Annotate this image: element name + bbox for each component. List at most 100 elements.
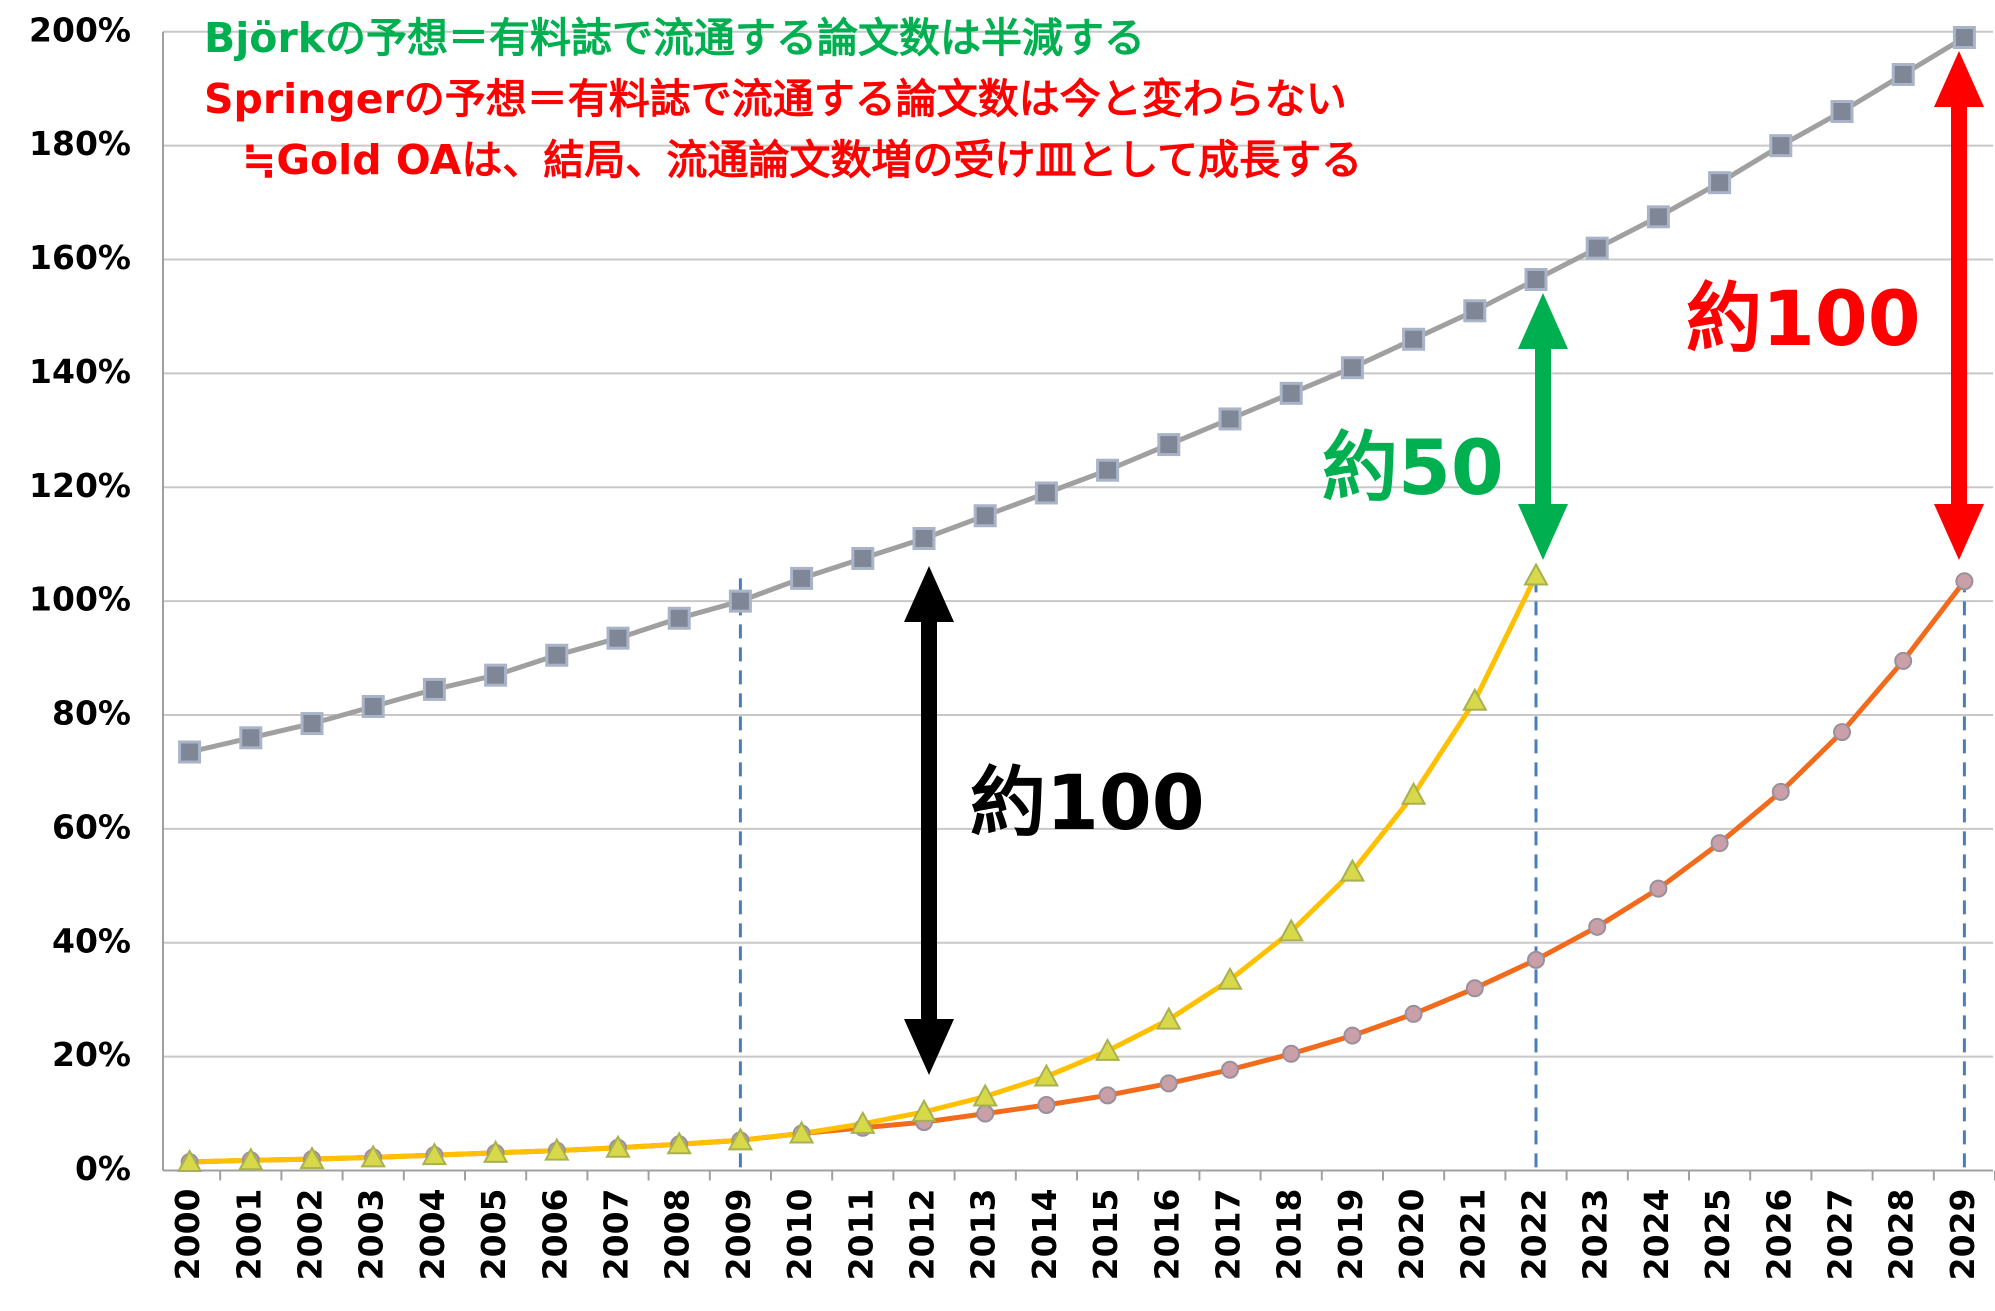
marker [1340,356,1364,380]
marker [1585,236,1609,260]
marker [1646,205,1670,229]
x-tick-label: 2026 [1759,1189,1798,1281]
marker [1894,651,1913,670]
marker [1649,879,1668,898]
arrows [904,51,1984,1075]
grid [162,30,1995,1181]
x-tick-label: 2019 [1331,1189,1370,1281]
marker [1523,562,1549,586]
annotation: 約100 [1686,274,1921,363]
marker [544,1137,570,1161]
y-tick-label: 20% [52,1035,131,1074]
y-tick-label: 60% [52,807,131,846]
x-tick-label: 2016 [1147,1189,1186,1281]
marker [606,626,630,650]
x-tick-label: 2006 [535,1189,574,1281]
marker [1339,858,1366,882]
series-line [189,579,1967,1165]
marker [1524,267,1548,291]
marker [1343,1026,1362,1045]
marker [300,712,324,736]
marker [727,1127,754,1151]
marker [1218,407,1242,431]
marker [788,1120,815,1144]
marker [1833,723,1851,742]
marker [1710,834,1729,853]
y-tick-label: 180% [29,124,131,163]
marker [1891,63,1915,87]
marker [728,589,752,613]
marker [360,1144,386,1168]
marker [482,1139,509,1163]
marker [1955,572,1974,591]
x-tick-label: 2022 [1515,1189,1554,1281]
y-tick-label: 100% [29,580,131,619]
marker [1402,327,1426,351]
marker [1830,100,1854,124]
marker [1159,1074,1178,1093]
marker [1952,25,1976,49]
x-tick-label: 2028 [1882,1189,1921,1281]
marker [1094,1037,1121,1061]
marker [1157,433,1181,457]
marker [299,1146,325,1170]
marker [421,1142,448,1166]
x-tick-label: 2004 [413,1189,452,1281]
marker [912,527,936,551]
green-arrow [1518,293,1568,560]
marker [1156,1006,1182,1030]
x-tick-label: 2002 [291,1189,330,1281]
x-tick-label: 2010 [780,1189,819,1281]
marker [1462,687,1488,711]
x-tick-label: 2020 [1392,1189,1431,1281]
marker [238,1147,264,1171]
x-tick-label: 2023 [1576,1189,1615,1281]
x-tick-label: 2003 [352,1189,391,1281]
marker [1282,1044,1301,1063]
marker [1217,966,1243,990]
series-lines [176,25,1976,1172]
x-tick-label: 2011 [841,1189,880,1281]
x-tick-label: 2029 [1943,1189,1982,1281]
marker [178,740,202,764]
marker [1033,1063,1060,1087]
y-tick-label: 160% [29,238,131,277]
y-tick-label: 0% [75,1149,131,1188]
marker [1404,1004,1423,1023]
x-tick-label: 2005 [474,1189,513,1281]
marker [850,1110,876,1134]
y-tick-label: 200% [29,10,131,49]
annotation: 約50 [1322,423,1504,512]
marker [605,1134,631,1158]
marker [1279,381,1303,405]
annotation: ≒Gold OAは、結局、流通論文数増の受け皿として成長する [242,136,1362,184]
x-tick-label: 2015 [1086,1189,1125,1281]
x-tick-label: 2001 [229,1189,268,1281]
marker [911,1098,937,1122]
x-tick-label: 2018 [1270,1189,1309,1281]
y-tick-label: 120% [29,466,131,505]
marker [239,726,263,750]
x-tick-label: 2027 [1821,1189,1860,1281]
black-arrow [904,566,954,1075]
y-tick-label: 40% [52,921,131,960]
marker [790,566,814,590]
x-tick-label: 2013 [964,1189,1003,1281]
marker [1769,134,1793,158]
marker [1465,979,1484,998]
red-arrow [1934,51,1984,560]
marker [1708,171,1732,195]
x-tick-label: 2017 [1209,1189,1248,1281]
marker [1400,781,1427,805]
marker [1588,917,1607,936]
marker [1527,950,1545,969]
marker [1771,782,1790,801]
marker [851,546,875,570]
marker [545,643,569,667]
marker [1037,1096,1056,1115]
x-tick-label: 2025 [1698,1189,1737,1281]
x-tick-label: 2000 [168,1189,207,1281]
marker [973,504,997,528]
